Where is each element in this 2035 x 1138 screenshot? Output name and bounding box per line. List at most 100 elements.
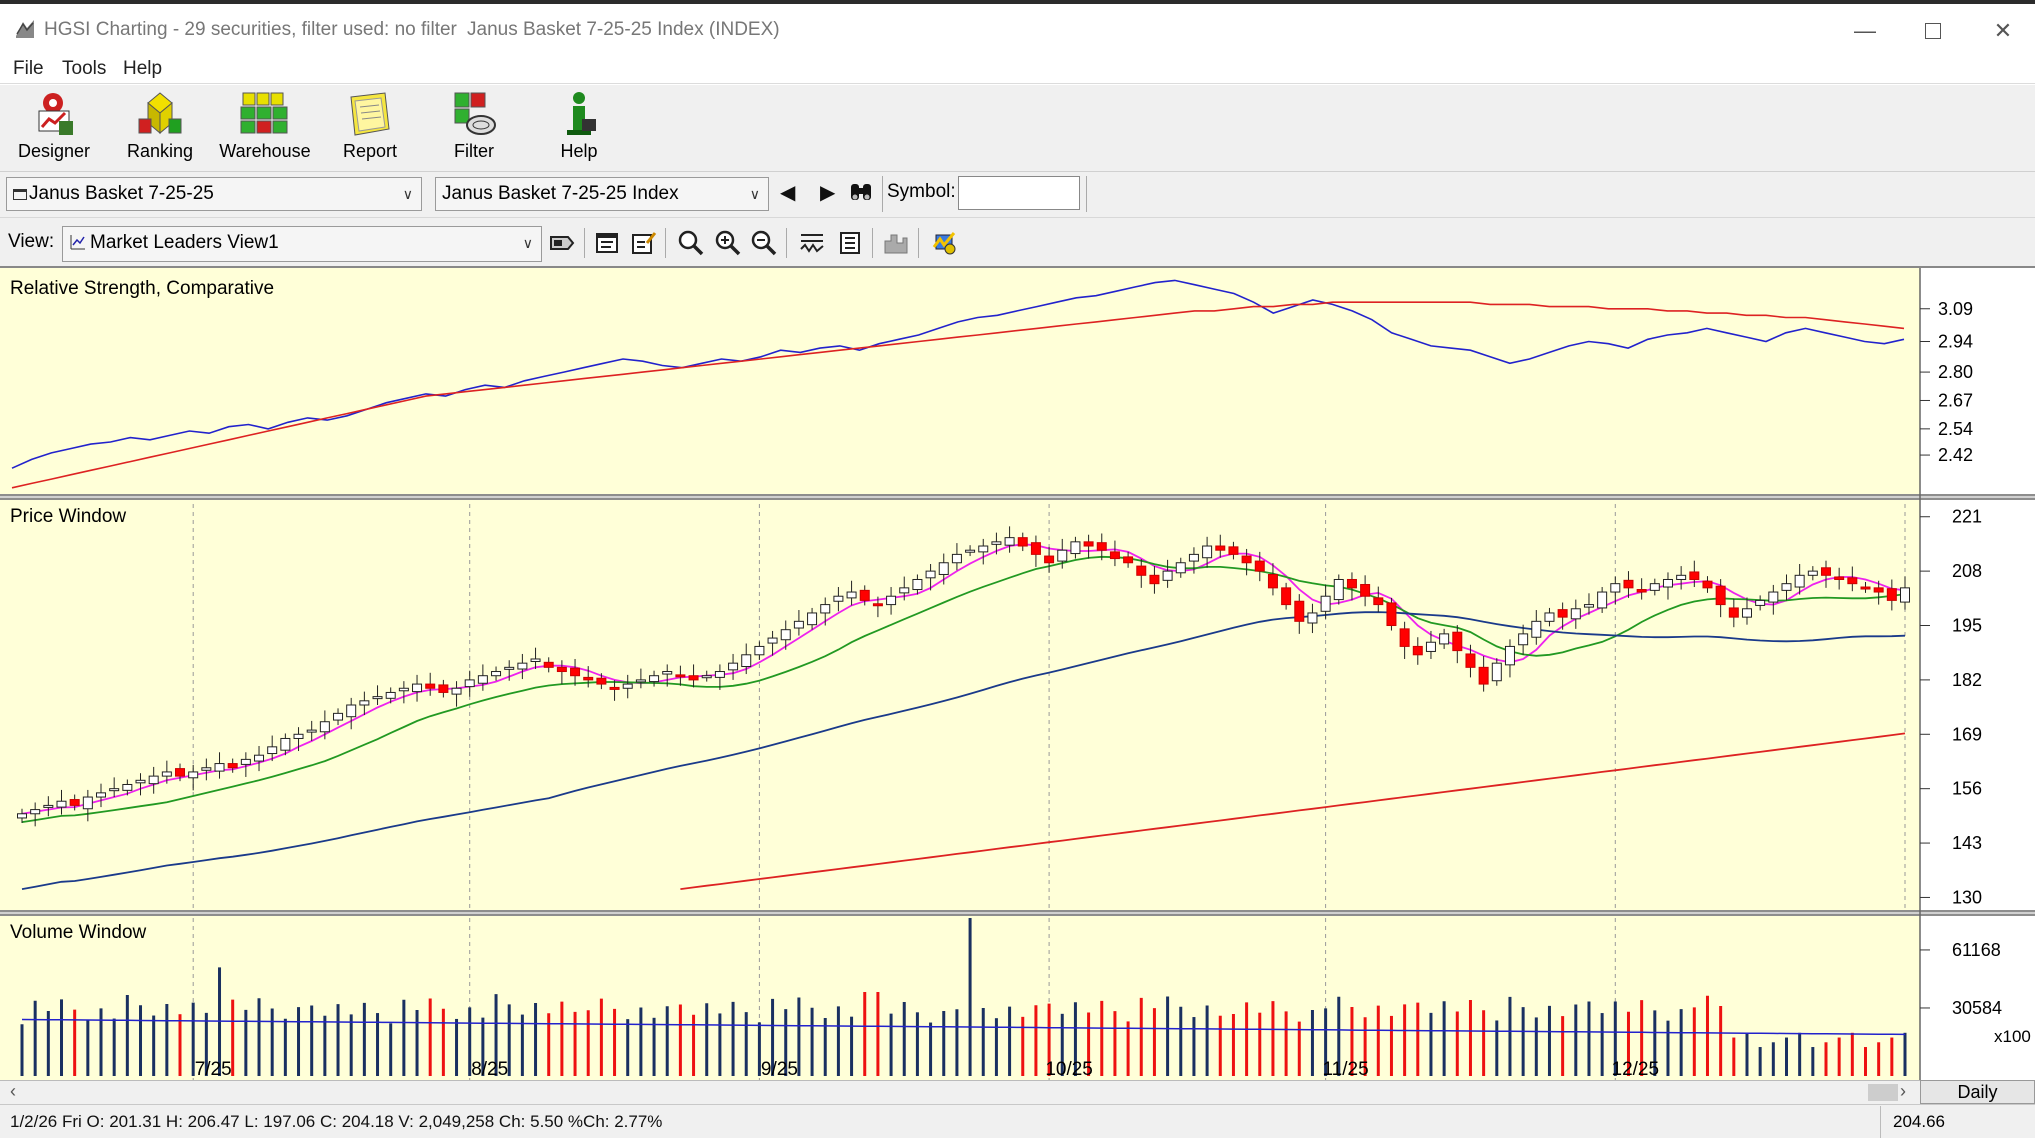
designer-button[interactable]: Designer [6, 89, 102, 169]
volume-pane[interactable] [0, 916, 1920, 1080]
ranking-label: Ranking [126, 141, 194, 161]
indicator-lines-icon[interactable] [798, 229, 826, 257]
candle-up [96, 792, 107, 798]
date-label: 11/25 [1323, 1059, 1369, 1080]
candle-up [1439, 633, 1450, 645]
volume-axis [1920, 916, 2035, 1080]
ranking-button[interactable]: Ranking [112, 89, 208, 169]
price-tick-label: 143 [1952, 833, 1982, 853]
rs-tick-label: 2.80 [1938, 362, 1973, 382]
candle-up [346, 704, 357, 718]
candle-down [872, 603, 883, 607]
zoom-in-icon[interactable] [714, 229, 742, 257]
next-security-icon[interactable]: ▶ [820, 182, 836, 204]
candle-down [1228, 546, 1239, 555]
maximize-button[interactable] [1902, 10, 1964, 52]
candle-up [820, 604, 831, 614]
candle-up [767, 637, 778, 644]
app-icon [16, 20, 34, 38]
candle-down [1241, 555, 1252, 564]
candle-up [254, 754, 265, 762]
candle-down [859, 589, 870, 601]
candle-down [688, 675, 699, 681]
rs-tick-label: 2.42 [1938, 445, 1973, 465]
view-row: View: Market Leaders View1 ∨ [0, 218, 2035, 268]
menu-file[interactable]: File [13, 58, 44, 79]
menu-bar: File Tools Help [0, 54, 2035, 84]
price-tick-label: 208 [1952, 561, 1982, 581]
chart-canvas[interactable]: Relative Strength, Comparative Price Win… [0, 268, 2035, 1080]
zoom-icon[interactable] [677, 229, 705, 257]
candle-up [1649, 583, 1660, 591]
security-select[interactable]: Janus Basket 7-25-25 Index ∨ [435, 177, 769, 211]
zoom-out-icon[interactable] [750, 229, 778, 257]
candle-down [543, 661, 554, 668]
price-tick-label: 169 [1952, 724, 1982, 744]
candle-up [477, 675, 488, 684]
candle-up [293, 733, 304, 739]
bar-chart-icon[interactable] [882, 229, 910, 257]
data-table-icon[interactable] [836, 229, 864, 257]
candle-up [56, 800, 67, 808]
candle-down [596, 677, 607, 685]
candle-down [1557, 609, 1568, 618]
basket-select-value: Janus Basket 7-25-25 [29, 183, 214, 204]
candle-down [1281, 587, 1292, 606]
pane-splitter-1[interactable] [0, 494, 2035, 500]
help-button[interactable]: Help [531, 89, 627, 169]
menu-help[interactable]: Help [123, 58, 163, 79]
candle-up [1544, 612, 1555, 622]
candle-up [925, 570, 936, 579]
selector-row: Janus Basket 7-25-25 ∨ Janus Basket 7-25… [0, 172, 2035, 218]
main-toolbar: Designer Ranking [0, 84, 2035, 172]
volume-average-line [21, 1018, 1906, 1036]
refresh-data-icon[interactable] [930, 229, 958, 257]
candle-down [1109, 551, 1120, 560]
pane-splitter-2[interactable] [0, 910, 2035, 916]
candle-up [135, 779, 146, 784]
scroll-thumb[interactable] [1868, 1084, 1898, 1101]
report-button[interactable]: Report [322, 89, 418, 169]
candle-down [1478, 666, 1489, 685]
binoculars-icon[interactable] [848, 180, 874, 204]
symbol-label: Symbol: [887, 181, 956, 202]
filter-button[interactable]: Filter [426, 89, 522, 169]
price-tick-label: 182 [1952, 670, 1982, 690]
minimize-button[interactable]: — [1834, 10, 1896, 52]
candle-down [438, 684, 449, 693]
menu-tools[interactable]: Tools [62, 58, 107, 79]
status-bar: 1/2/26 Fri O: 201.31 H: 206.47 L: 197.06… [0, 1104, 2035, 1138]
candle-up [1676, 574, 1687, 580]
candle-up [214, 763, 225, 772]
candle-up [451, 687, 462, 695]
view-select[interactable]: Market Leaders View1 ∨ [62, 226, 542, 262]
scroll-left-icon[interactable]: ‹ [10, 1081, 16, 1101]
edit-view-icon[interactable] [629, 229, 657, 257]
symbol-input[interactable] [958, 176, 1080, 210]
candle-up [333, 712, 344, 721]
scroll-right-icon[interactable]: › [1900, 1081, 1906, 1101]
horizontal-scrollbar[interactable]: ‹ › [0, 1080, 2035, 1104]
previous-security-icon[interactable]: ◀ [780, 182, 796, 204]
candle-up [1781, 583, 1792, 591]
close-button[interactable]: ✕ [1972, 10, 2034, 52]
basket-select[interactable]: Janus Basket 7-25-25 ∨ [6, 177, 422, 211]
candle-up [1662, 578, 1673, 588]
save-view-icon[interactable] [548, 229, 576, 257]
candle-up [662, 671, 673, 675]
properties-icon[interactable] [593, 229, 621, 257]
rs-tick-label: 3.09 [1938, 299, 1973, 319]
warehouse-button[interactable]: Warehouse [217, 89, 313, 169]
candle-up [1570, 608, 1581, 620]
candle-up [319, 721, 330, 733]
timeframe-tab[interactable]: Daily [1920, 1080, 2035, 1104]
volume-tick-label: 61168 [1952, 940, 2001, 960]
chart-area[interactable]: Relative Strength, Comparative Price Win… [0, 268, 2035, 1080]
candle-up [359, 700, 370, 706]
rs-pane[interactable] [0, 268, 1920, 494]
candle-up [1188, 553, 1199, 562]
candle-down [1399, 628, 1410, 647]
ma-mid-line [21, 555, 1906, 823]
candle-down [425, 683, 436, 689]
report-label: Report [342, 141, 398, 161]
